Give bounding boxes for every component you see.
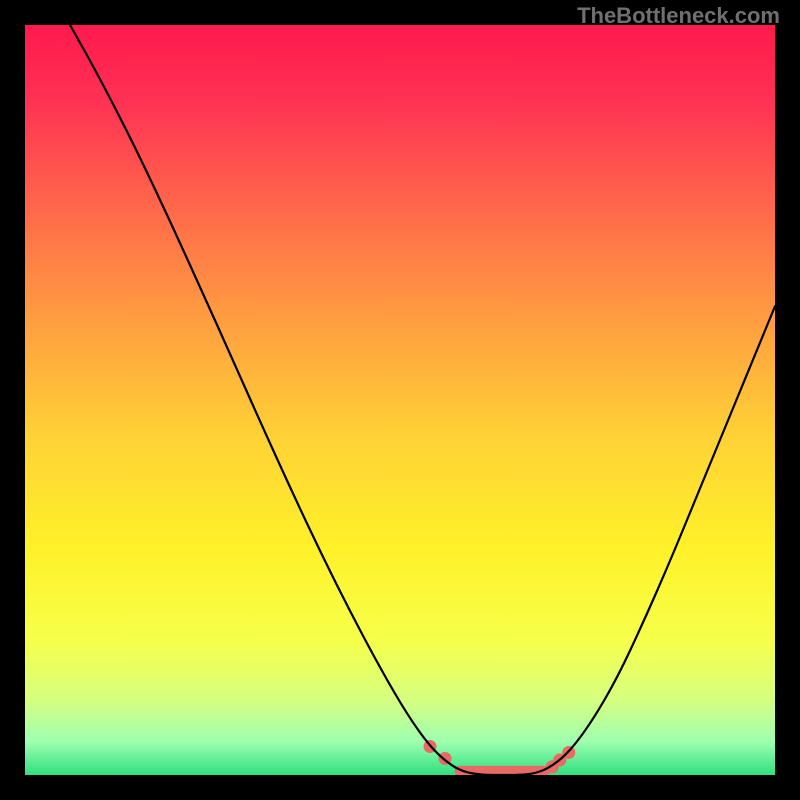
figure-container: TheBottleneck.com [0, 0, 800, 800]
plot-area [25, 25, 775, 775]
chart-svg [25, 25, 775, 775]
watermark-text: TheBottleneck.com [577, 3, 780, 29]
gradient-background [25, 25, 775, 775]
